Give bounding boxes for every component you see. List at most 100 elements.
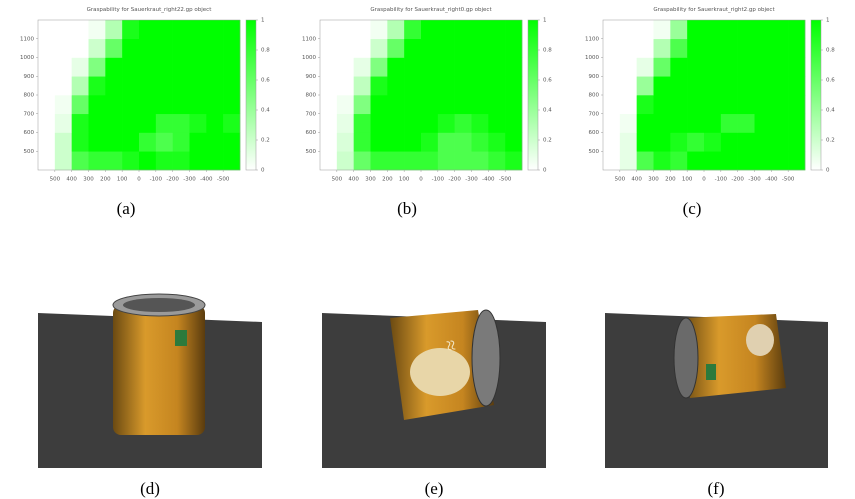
heat-cell	[139, 76, 156, 95]
heat-cell	[687, 133, 704, 152]
heat-cell	[488, 76, 505, 95]
x-tick-label: 300	[365, 177, 376, 183]
heat-cell	[320, 76, 337, 95]
heat-cell	[738, 58, 755, 77]
heat-cell	[38, 76, 55, 95]
heat-cell	[472, 151, 489, 170]
heat-cell	[371, 133, 388, 152]
heat-cell	[337, 39, 354, 58]
heat-cell	[721, 76, 738, 95]
heat-cell	[122, 39, 139, 58]
x-tick-label: -200	[731, 177, 744, 183]
heat-cell	[320, 151, 337, 170]
heat-cell	[190, 133, 207, 152]
heat-cell	[387, 58, 404, 77]
heat-cell	[354, 151, 371, 170]
heat-cell	[387, 133, 404, 152]
heat-cell	[488, 20, 505, 39]
render-d	[38, 294, 262, 468]
heat-cell	[173, 114, 190, 133]
x-tick-label: 100	[682, 177, 693, 183]
heat-cell	[670, 133, 687, 152]
heat-cell	[488, 39, 505, 58]
x-tick-label: 0	[137, 177, 141, 183]
heat-cell	[620, 114, 637, 133]
heat-cell	[438, 114, 455, 133]
colorbar-tick-label: 0.6	[261, 78, 270, 84]
heat-cell	[505, 133, 522, 152]
heat-cell	[320, 114, 337, 133]
heat-cell	[89, 95, 106, 114]
heat-cell	[105, 20, 122, 39]
y-tick-label: 800	[589, 93, 600, 99]
heat-cell	[755, 39, 772, 58]
heat-cell	[755, 95, 772, 114]
heat-cell	[455, 95, 472, 114]
heat-cell	[421, 114, 438, 133]
y-tick-label: 700	[589, 111, 600, 117]
heat-cell	[670, 20, 687, 39]
colorbar-tick-label: 1	[543, 18, 547, 24]
heat-cell	[89, 58, 106, 77]
heat-cell	[472, 95, 489, 114]
x-tick-label: 500	[50, 177, 61, 183]
y-tick-label: 1100	[20, 36, 34, 42]
heat-cell	[105, 95, 122, 114]
colorbar-tick-label: 0.6	[826, 78, 835, 84]
chart-title: Graspability for Sauerkraut_right22.gp o…	[87, 7, 213, 13]
heat-cell	[421, 95, 438, 114]
heat-cell	[771, 95, 788, 114]
heat-cell	[687, 76, 704, 95]
heat-cell	[738, 151, 755, 170]
x-tick-label: -500	[217, 177, 230, 183]
heat-cell	[206, 39, 223, 58]
heat-cell	[173, 95, 190, 114]
heat-cell	[89, 39, 106, 58]
heat-cell	[173, 76, 190, 95]
x-tick-label: 200	[665, 177, 676, 183]
x-tick-label: 400	[348, 177, 359, 183]
heat-cell	[687, 39, 704, 58]
heat-cell	[139, 114, 156, 133]
heat-cell	[455, 20, 472, 39]
colorbar	[528, 20, 538, 170]
heat-cell	[620, 76, 637, 95]
heat-cell	[472, 20, 489, 39]
heat-cell	[337, 133, 354, 152]
heat-cell	[455, 76, 472, 95]
caption: (f)	[708, 479, 725, 498]
heat-cell	[223, 95, 240, 114]
colorbar-tick-label: 0.2	[543, 138, 552, 144]
heat-cell	[637, 133, 654, 152]
heat-cell	[190, 151, 207, 170]
colorbar-tick-label: 1	[261, 18, 265, 24]
heat-cell	[105, 76, 122, 95]
x-tick-label: -400	[765, 177, 778, 183]
heat-cell	[738, 114, 755, 133]
heat-cell	[755, 58, 772, 77]
heat-cell	[505, 20, 522, 39]
heat-cell	[223, 133, 240, 152]
heat-cell	[371, 151, 388, 170]
heat-cell	[404, 58, 421, 77]
heat-cell	[354, 58, 371, 77]
colorbar-tick-label: 0	[826, 168, 830, 174]
heat-cell	[721, 20, 738, 39]
heat-cell	[337, 76, 354, 95]
heat-cell	[404, 76, 421, 95]
heat-cell	[505, 114, 522, 133]
heat-cell	[704, 133, 721, 152]
heat-cell	[371, 114, 388, 133]
heat-cell	[72, 133, 89, 152]
heat-cell	[173, 20, 190, 39]
heat-cell	[190, 114, 207, 133]
heat-cell	[654, 76, 671, 95]
heat-cell	[654, 133, 671, 152]
heat-cell	[654, 151, 671, 170]
heat-cell	[505, 95, 522, 114]
y-tick-label: 1100	[585, 36, 599, 42]
heat-cell	[721, 39, 738, 58]
heat-cell	[223, 151, 240, 170]
heat-cell	[139, 151, 156, 170]
heat-cell	[438, 95, 455, 114]
